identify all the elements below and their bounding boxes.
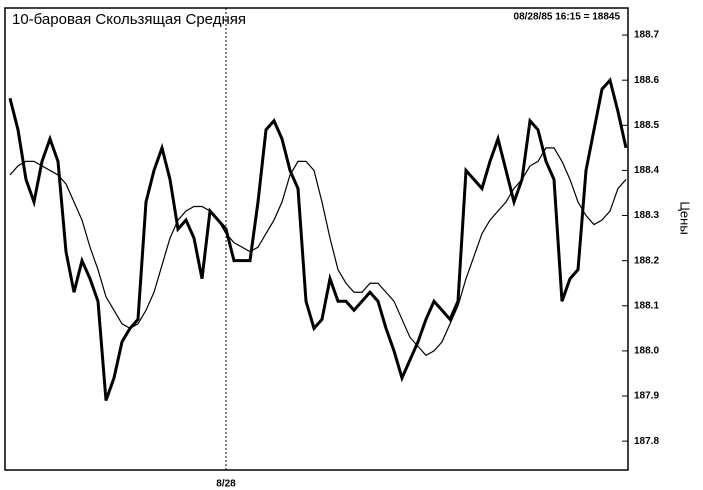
y-tick-label: 188.7: [634, 30, 659, 41]
y-tick-label: 188.3: [634, 210, 659, 221]
annotation: 08/28/85 16:15 = 18845: [514, 12, 621, 23]
plot-frame: [4, 7, 629, 471]
y-tick-label: 187.9: [634, 391, 659, 402]
y-tick-label: 187.8: [634, 436, 659, 447]
series-line: [9, 147, 627, 357]
y-tick-label: 188.6: [634, 75, 659, 86]
y-tick-label: 188.1: [634, 300, 659, 311]
y-tick-label: 188.2: [634, 255, 659, 266]
chart-title: 10-баровая Скользящая Средняя: [12, 11, 246, 28]
y-axis-label: Цены: [678, 201, 693, 234]
y-tick-label: 188.0: [634, 346, 659, 357]
y-tick-label: 188.4: [634, 165, 659, 176]
y-tick-label: 188.5: [634, 120, 659, 131]
series-line: [8, 77, 628, 402]
x-tick-label: 8/28: [216, 479, 236, 490]
